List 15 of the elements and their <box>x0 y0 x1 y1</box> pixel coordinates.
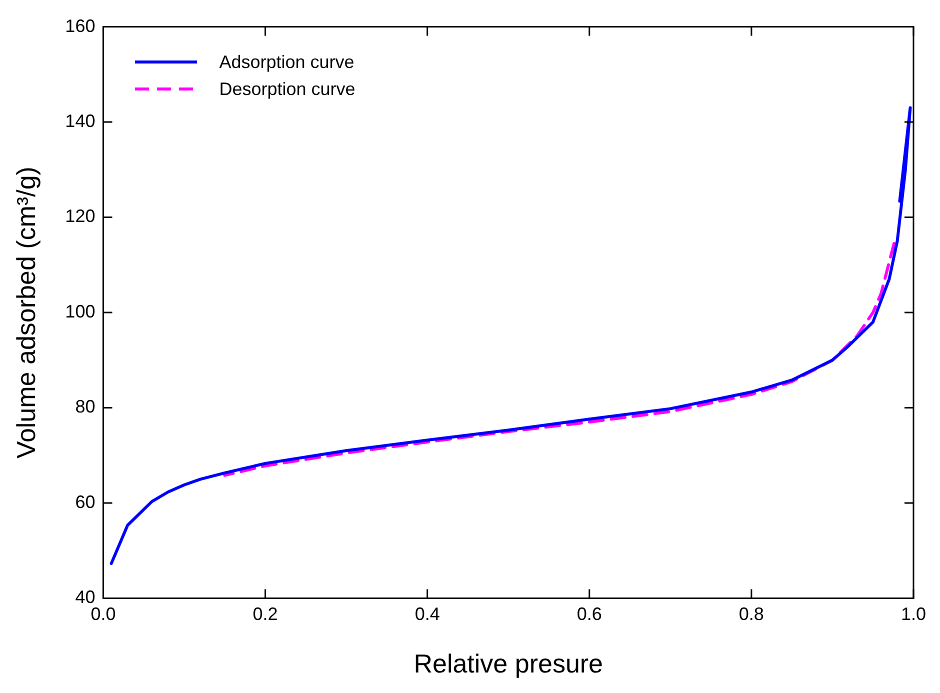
y-tick-label: 60 <box>75 492 96 512</box>
y-tick-label: 160 <box>65 16 96 36</box>
x-tick-label: 1.0 <box>900 604 926 624</box>
legend-label: Adsorption curve <box>219 50 354 74</box>
y-tick-label: 140 <box>65 111 96 131</box>
x-tick-label: 0.6 <box>576 604 602 624</box>
y-tick-label: 120 <box>65 206 96 226</box>
x-tick-label: 0.4 <box>414 604 440 624</box>
x-tick-label: 0.8 <box>738 604 764 624</box>
x-tick-label: 0.2 <box>252 604 278 624</box>
legend-label: Desorption curve <box>219 78 356 101</box>
y-tick-label: 100 <box>65 301 96 322</box>
x-axis-title: Relative presure <box>414 648 604 679</box>
y-tick-label: 80 <box>75 396 96 417</box>
y-axis-title: Volume adsorbed (cm³/g) <box>10 166 41 458</box>
